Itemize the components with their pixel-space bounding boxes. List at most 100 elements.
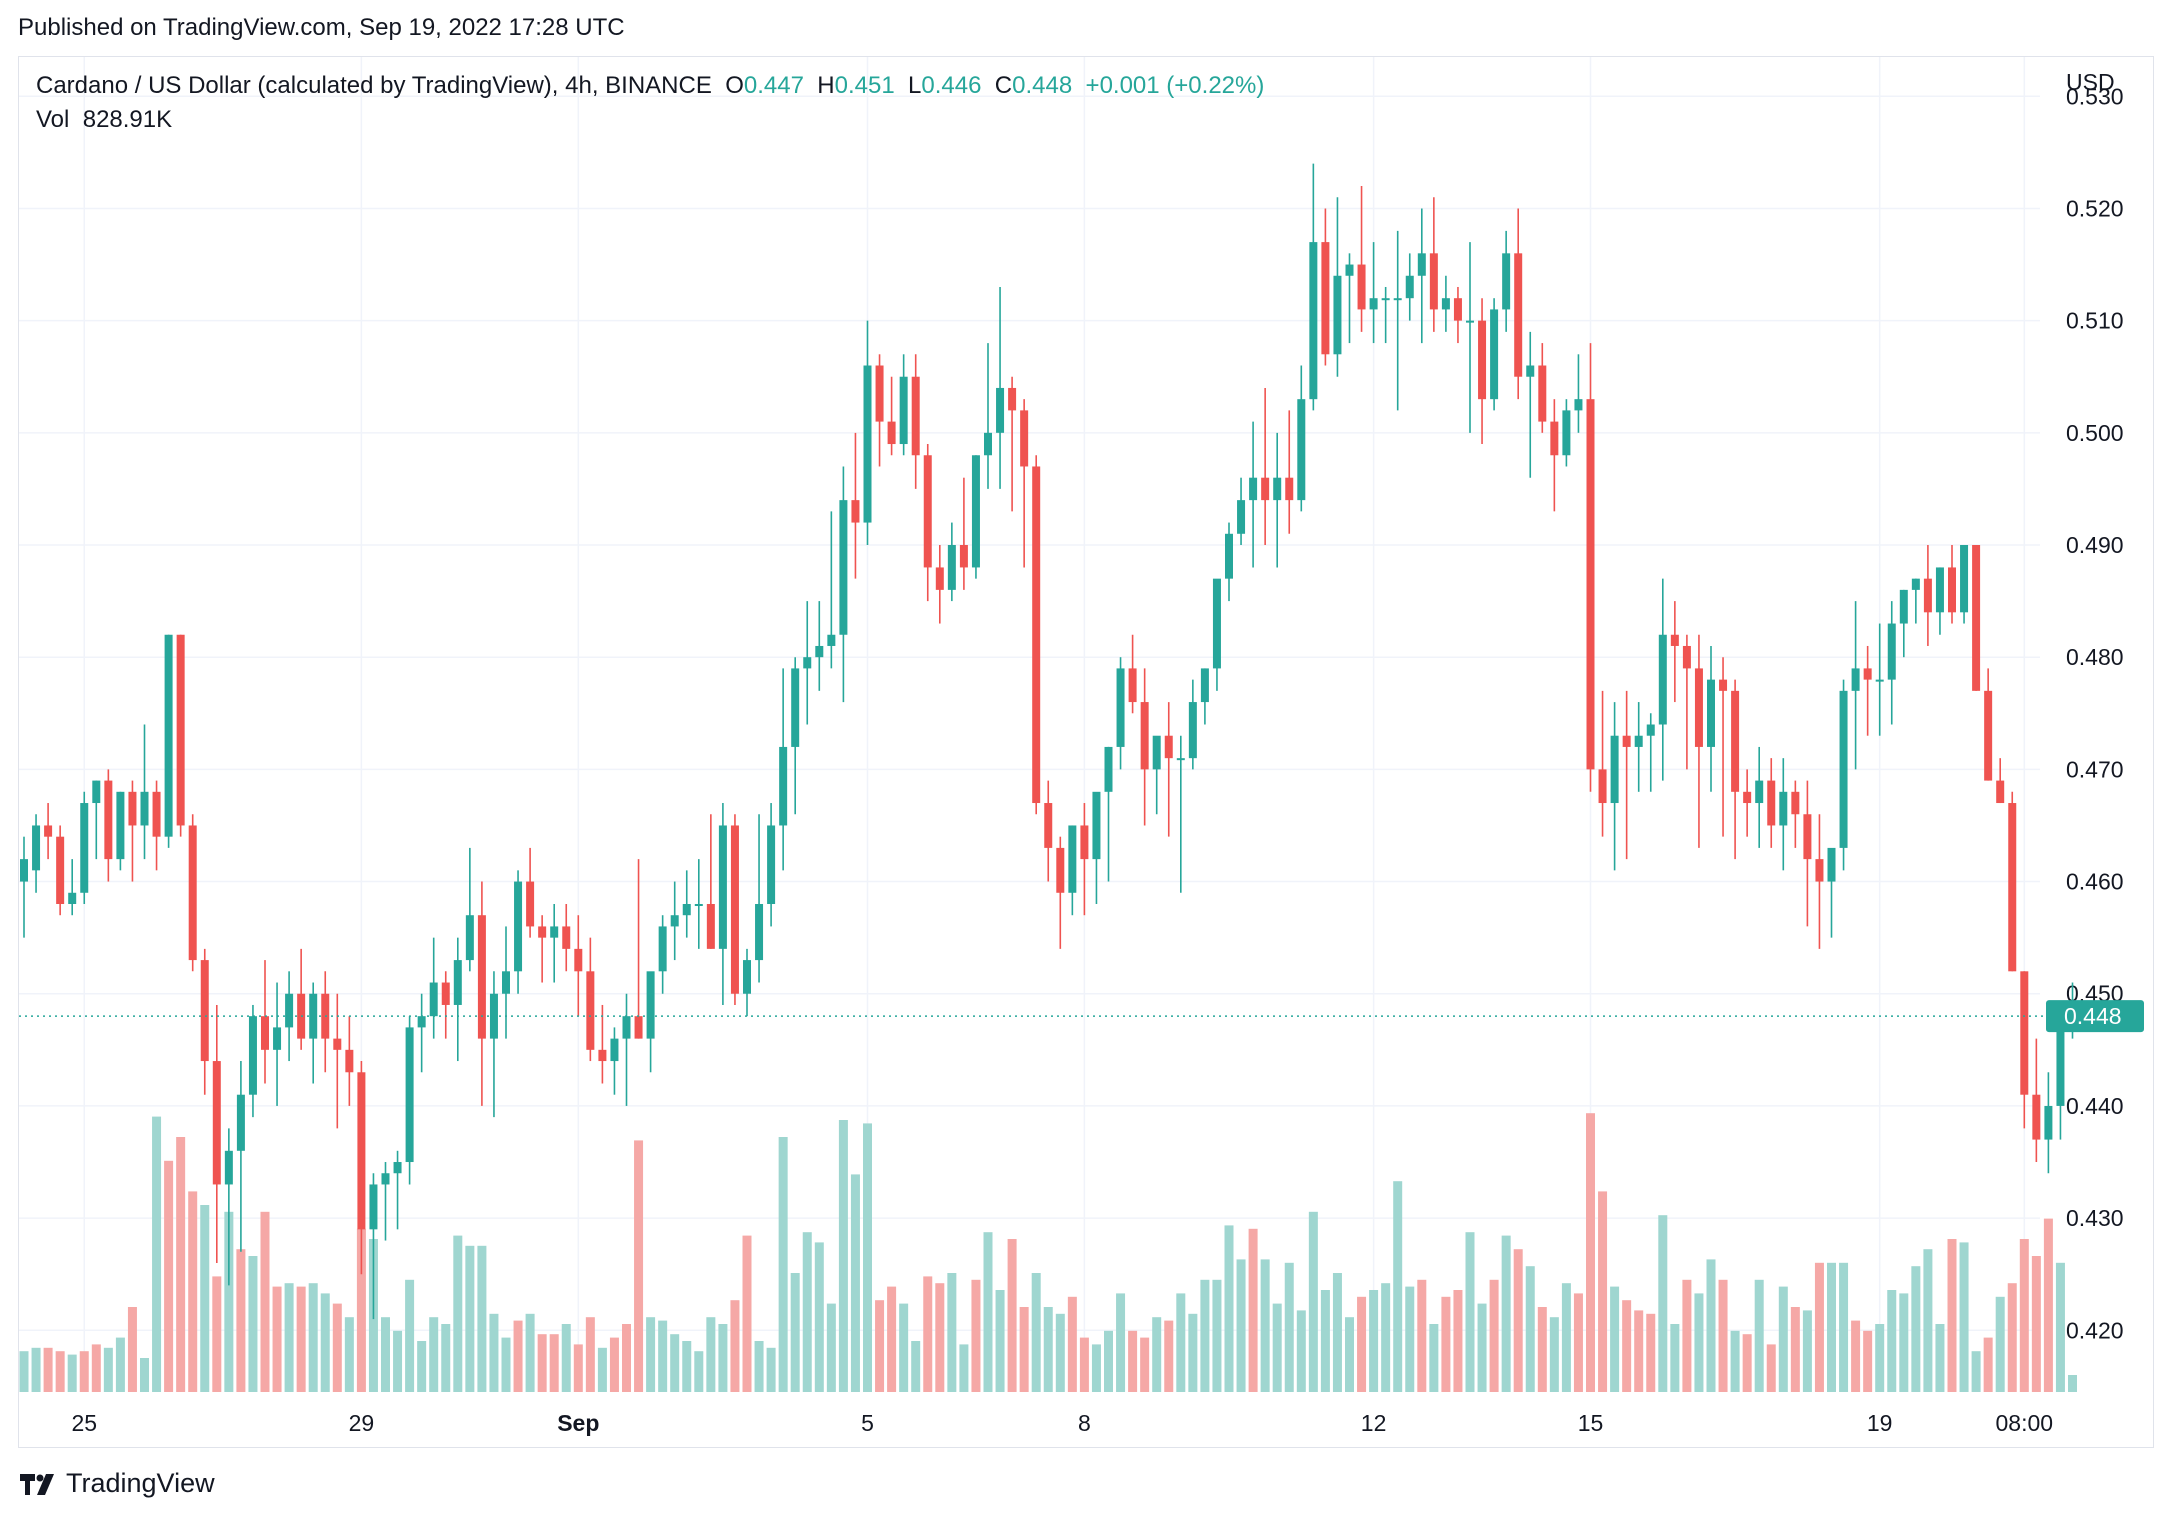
volume-bar	[863, 1123, 872, 1392]
candle-body	[634, 1016, 643, 1039]
volume-bar	[875, 1300, 885, 1392]
candle-body	[1020, 410, 1029, 467]
candle-body	[2008, 803, 2017, 972]
volume-legend: Vol 828.91K	[36, 106, 172, 134]
candle-body	[128, 791, 137, 826]
volume-bar	[1043, 1307, 1053, 1392]
volume-bar	[1429, 1324, 1439, 1392]
volume-bar	[899, 1303, 909, 1392]
volume-bar	[826, 1303, 836, 1392]
footer-brand[interactable]: TradingView	[18, 1468, 215, 1499]
y-tick-label: 0.480	[2066, 644, 2124, 670]
volume-bar	[1598, 1191, 1608, 1392]
x-tick-label: Sep	[557, 1410, 599, 1436]
candle-body	[1369, 298, 1378, 310]
candle-body	[224, 1150, 233, 1185]
candle-body	[1948, 567, 1956, 613]
volume-bar	[1236, 1259, 1246, 1392]
volume-bar	[1212, 1279, 1222, 1392]
candle-body	[116, 791, 125, 860]
candle-body	[1960, 545, 1969, 613]
candle-body	[1851, 668, 1860, 691]
candle-body	[1478, 320, 1487, 400]
candle-body	[1911, 578, 1920, 590]
volume-bar	[766, 1347, 776, 1392]
volume-bar	[1453, 1290, 1463, 1392]
volume-bar	[1851, 1320, 1861, 1392]
volume-bar	[646, 1317, 656, 1392]
volume-bar	[1790, 1307, 1800, 1392]
volume-bar	[1357, 1296, 1367, 1392]
candle-body	[779, 746, 788, 826]
volume-bar	[1947, 1239, 1957, 1392]
candle-body	[2032, 1094, 2041, 1140]
volume-bar	[127, 1307, 137, 1392]
y-tick-label: 0.430	[2066, 1205, 2124, 1231]
candle-body	[767, 825, 776, 904]
candle-body	[1682, 645, 1691, 669]
candle-body	[827, 634, 836, 646]
volume-bar	[1887, 1290, 1897, 1392]
y-tick-label: 0.510	[2066, 308, 2124, 334]
y-tick-label: 0.470	[2066, 756, 2124, 782]
volume-bar	[200, 1205, 210, 1392]
volume-bar	[1272, 1303, 1282, 1392]
candle-body	[1032, 466, 1041, 804]
volume-bar	[405, 1279, 415, 1392]
volume-bar	[983, 1232, 993, 1392]
volume-bar	[441, 1324, 451, 1392]
volume-bar	[1091, 1344, 1101, 1392]
volume-bar	[1646, 1313, 1656, 1392]
candle-body	[1731, 690, 1740, 792]
symbol-name: Cardano / US Dollar (calculated by Tradi…	[36, 72, 712, 99]
volume-bar	[489, 1313, 499, 1392]
candle-body	[369, 1184, 378, 1230]
volume-bar	[2043, 1218, 2053, 1392]
candle-body	[646, 971, 655, 1039]
candle-body	[851, 500, 860, 523]
candle-body	[610, 1038, 619, 1062]
volume-bar	[1694, 1293, 1704, 1392]
candle-body	[333, 1038, 342, 1050]
volume-bar	[1031, 1273, 1041, 1392]
candle-body	[465, 915, 474, 961]
volume-bar	[887, 1286, 897, 1392]
volume-bar	[1802, 1310, 1812, 1392]
volume-bar	[55, 1351, 65, 1392]
candle-body	[80, 803, 89, 893]
candle-body	[1297, 399, 1306, 501]
candle-body	[188, 825, 197, 961]
candle-body	[1526, 365, 1535, 377]
x-tick-label: 5	[861, 1410, 874, 1436]
candle-body	[730, 825, 739, 994]
candle-body	[393, 1162, 402, 1174]
candle-body	[1080, 825, 1089, 860]
volume-bar	[1140, 1337, 1150, 1392]
volume-bar	[525, 1313, 535, 1392]
candle-body	[1490, 309, 1499, 400]
volume-bar	[1827, 1262, 1836, 1392]
candle-body	[1502, 253, 1511, 310]
candle-body	[1008, 387, 1017, 411]
volume-bar	[1839, 1262, 1849, 1392]
candle-body	[658, 926, 667, 972]
volume-bar	[1549, 1317, 1559, 1392]
volume-bar	[1441, 1296, 1451, 1392]
volume-bar	[971, 1279, 981, 1392]
volume-bar	[453, 1235, 463, 1392]
volume-bar	[1164, 1320, 1174, 1392]
volume-bar	[1573, 1293, 1583, 1392]
candle-body	[1803, 814, 1812, 860]
volume-bar	[2031, 1256, 2041, 1392]
candle-body	[887, 421, 896, 445]
x-tick-label: 8	[1078, 1410, 1091, 1436]
y-tick-label: 0.440	[2066, 1093, 2124, 1119]
candle-body	[441, 982, 450, 1005]
candle-body	[200, 960, 209, 1062]
candle-body	[381, 1173, 390, 1185]
candle-body	[477, 915, 486, 1039]
candle-body	[815, 645, 824, 658]
x-tick-label: 15	[1578, 1410, 1604, 1436]
volume-bar	[79, 1351, 89, 1392]
